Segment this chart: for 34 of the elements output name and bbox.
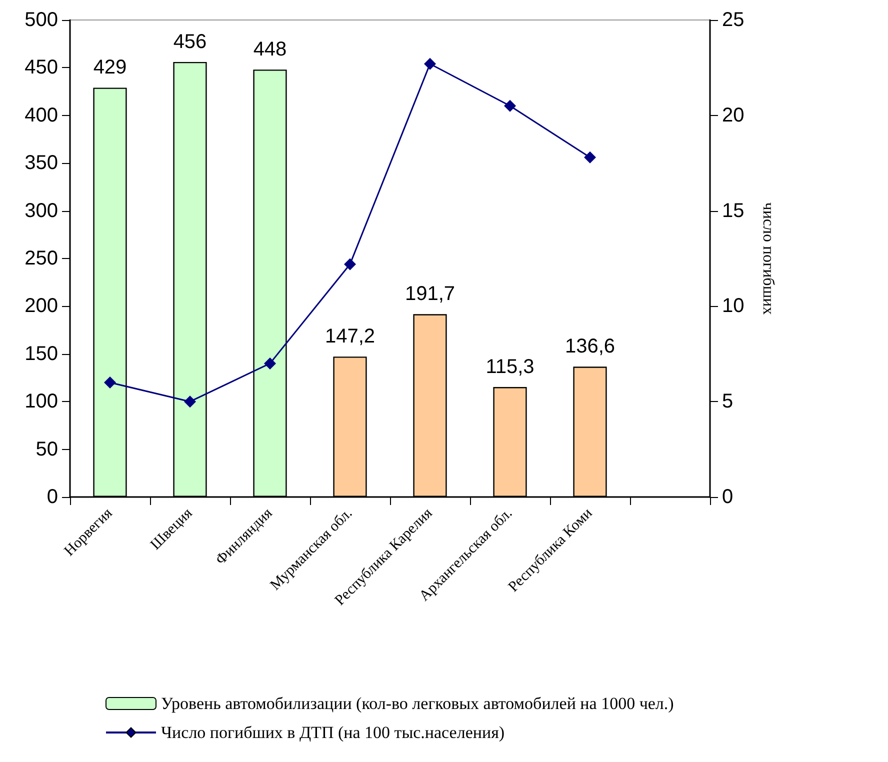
y-tick-label: 200 [24,295,58,318]
data-label: 147,2 [324,326,376,348]
y2-tick-label: 10 [722,295,744,318]
point [584,151,596,164]
y2-tick-label: 5 [722,390,734,413]
y-tick-label: 0 [46,486,58,508]
data-label: 115,3 [486,356,534,378]
point [344,258,356,270]
y2-axis-title: число погибших [760,202,776,315]
y-tick-label: 400 [24,104,58,126]
y2-tick-label: 25 [722,9,744,31]
data-label: 429 [93,56,127,79]
y-tick-label: 500 [24,9,58,31]
y-tick-label: 50 [36,438,58,460]
point [424,58,436,70]
y-tick-label: 300 [24,200,58,222]
point [504,100,516,112]
data-label: 456 [173,30,207,53]
y2-tick-label: 0 [722,486,734,508]
data-label: 191,7 [404,283,456,306]
point [104,376,116,389]
y-tick-label: 450 [24,56,58,79]
y2-tick-label: 15 [722,200,744,222]
y-tick-label: 150 [24,342,58,365]
data-label: 136,6 [564,336,616,358]
point [264,357,276,370]
y2-tick-label: 20 [722,104,744,126]
y-tick-label: 250 [24,248,58,270]
y-tick-label: 100 [24,390,58,413]
legend-label: Число погибших в ДТП (на 100 тыс.населения) [161,723,505,742]
y-tick-label: 350 [24,152,58,174]
data-label: 448 [253,38,287,61]
legend-label: Уровень автомобилизации (кол-во легковых автомобилей на 1000 чел.) [161,694,674,713]
point [184,396,196,408]
